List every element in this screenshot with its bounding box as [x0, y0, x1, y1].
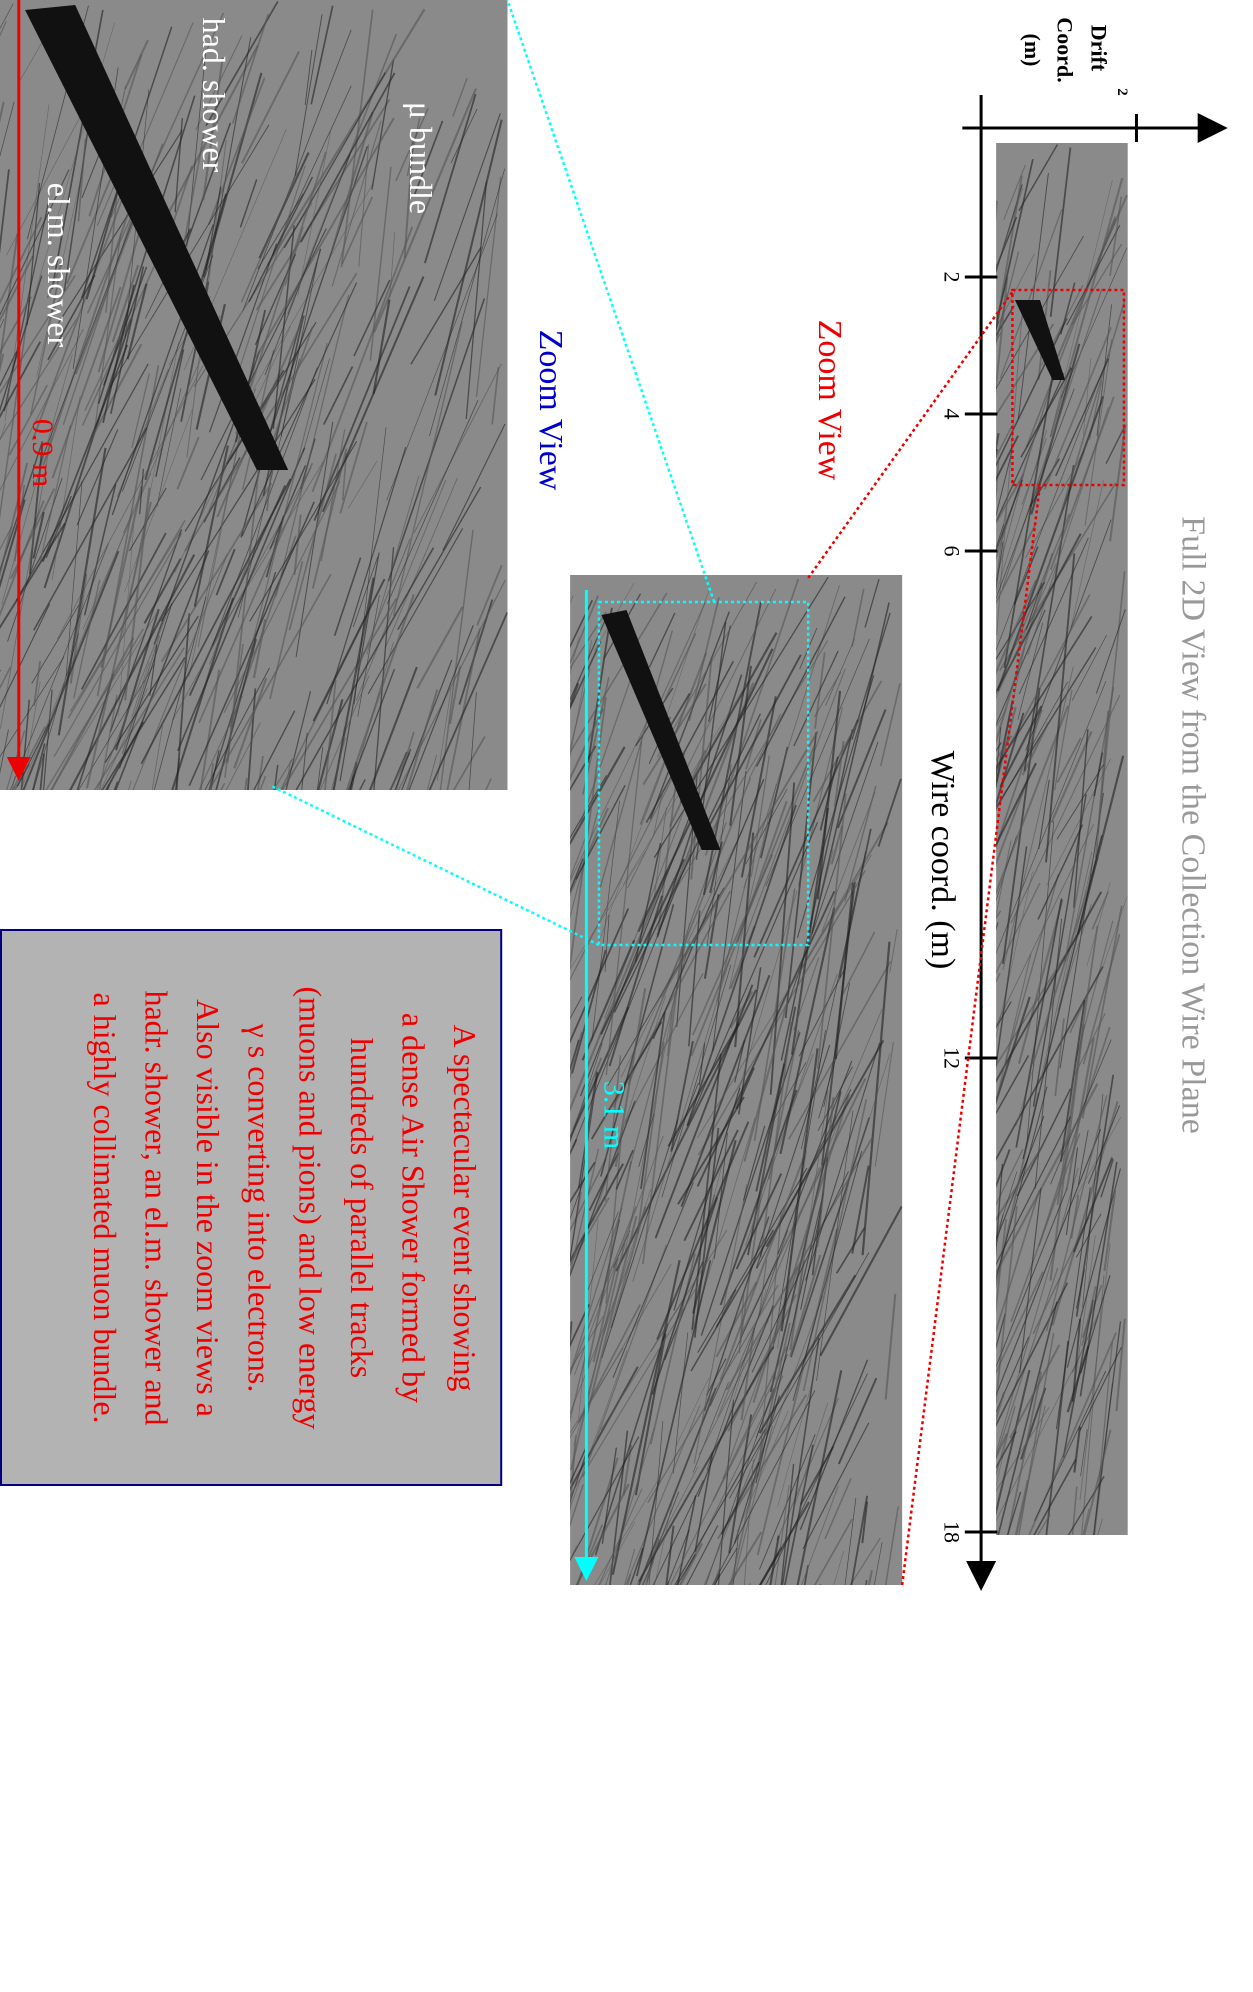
caption-line: hundreds of parallel tracks — [344, 1038, 380, 1378]
track — [580, 1582, 677, 1807]
track — [547, 1562, 653, 1783]
track — [1042, 1519, 1102, 1733]
scale-label: 3.1 m — [598, 1081, 631, 1149]
caption-line: hadr. shower, an el.m. shower and — [139, 990, 175, 1425]
zoom-label: Zoom View — [811, 320, 848, 481]
track — [507, 595, 573, 747]
caption-line: Also visible in the zoom views a — [190, 999, 226, 1417]
track — [943, 321, 999, 521]
track — [550, 1435, 576, 1755]
track — [510, 683, 578, 871]
track — [1022, 1508, 1089, 1794]
x-tick-label: 6 — [940, 546, 965, 557]
track — [822, 1542, 882, 1868]
y-axis-label: 2 — [1114, 88, 1130, 96]
track — [623, 1574, 720, 1806]
track — [909, 1149, 1010, 1417]
track — [178, 783, 224, 870]
track — [664, 1569, 719, 1720]
caption-line: γ s converting into electrons. — [241, 1023, 277, 1393]
track — [503, 1032, 582, 1334]
track — [960, 1480, 1027, 1790]
track — [942, 1314, 1005, 1545]
x-axis-label: Wire coord. (m) — [924, 751, 961, 970]
x-tick-label: 2 — [940, 272, 965, 283]
caption-line: A spectacular event showing — [447, 1025, 483, 1392]
y-axis-label: (m) — [1020, 34, 1045, 67]
caption-line: a dense Air Shower formed by — [395, 1013, 431, 1403]
track — [516, 1525, 603, 1731]
detail-label: el.m. shower — [41, 183, 77, 348]
track — [975, 201, 996, 447]
track — [651, 1583, 751, 1838]
track — [585, 1574, 630, 1739]
x-tick-label: 12 — [940, 1047, 965, 1069]
detail-label: μ bundle — [403, 102, 439, 214]
track — [752, 1565, 808, 1896]
scale-label: 0.9 m — [26, 419, 59, 487]
caption-line: a highly collimated muon bundle. — [87, 992, 123, 1423]
zoom-label: Zoom View — [532, 330, 569, 491]
connector — [507, 0, 714, 602]
track — [805, 1584, 820, 1782]
x-tick-label: 4 — [940, 409, 965, 420]
track — [942, 449, 997, 669]
y-axis-label: Drift — [1086, 25, 1111, 72]
detail-label: had. shower — [196, 18, 232, 173]
track — [91, 784, 109, 859]
track — [550, 1584, 606, 1901]
track — [835, 1580, 866, 1891]
figure: 2 4 6 12 18 Wire coord. (m) Drift 2 Coord. (m) Ful… — [0, 0, 1253, 1992]
connector — [269, 785, 599, 945]
track — [507, 1546, 577, 1707]
track — [552, 1321, 571, 1553]
title: Full 2D View from the Collection Wire Pl… — [1175, 516, 1212, 1134]
track — [640, 1581, 669, 1684]
caption-line: (muons and pions) and low energy — [293, 987, 329, 1430]
track — [893, 1434, 1007, 1682]
track — [837, 1570, 872, 1744]
x-tick-label: 18 — [940, 1521, 965, 1543]
track — [950, 1214, 1003, 1459]
track — [545, 1554, 696, 1804]
y-axis-label: Coord. — [1052, 17, 1077, 82]
